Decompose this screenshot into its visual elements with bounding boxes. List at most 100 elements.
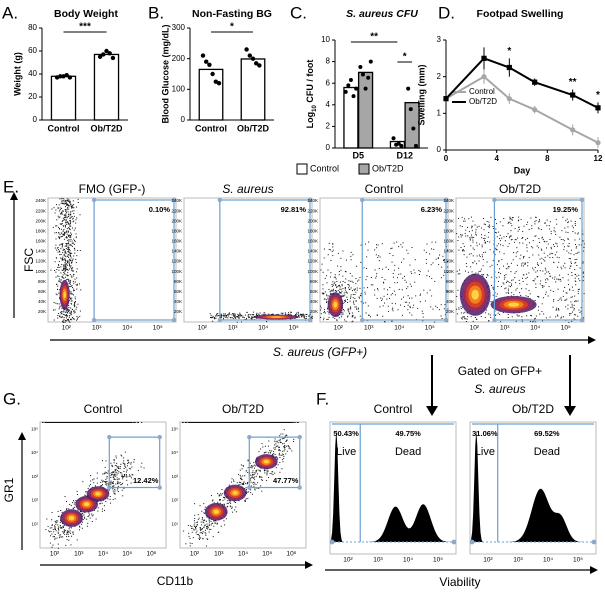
event-dot (279, 457, 280, 458)
y-tick-label: 10³ (31, 474, 38, 479)
event-dot (508, 292, 509, 293)
event-dot (288, 312, 289, 313)
event-dot (250, 318, 251, 319)
event-dot (557, 267, 558, 268)
event-dot (68, 254, 69, 255)
event-dot (129, 422, 130, 423)
event-dot (302, 315, 303, 316)
event-dot (129, 474, 130, 475)
event-dot (284, 429, 285, 430)
event-dot (300, 314, 301, 315)
event-dot (334, 282, 335, 283)
event-dot (122, 476, 123, 477)
event-dot (473, 237, 474, 238)
event-dot (67, 247, 68, 248)
event-dot (62, 245, 63, 246)
event-dot (67, 265, 68, 266)
y-tick-label: 160K (307, 239, 318, 244)
event-dot (65, 496, 66, 497)
event-dot (493, 295, 494, 296)
y-axis-label: Blood Glucose (mg/dL) (160, 25, 170, 124)
event-dot (287, 440, 288, 441)
event-dot (70, 282, 71, 283)
event-dot (490, 317, 491, 318)
event-dot (517, 265, 518, 266)
event-dot (425, 300, 426, 301)
event-dot (68, 223, 69, 224)
event-dot (137, 422, 138, 423)
event-dot (76, 262, 77, 263)
event-dot (130, 476, 131, 477)
event-dot (508, 233, 509, 234)
event-dot (384, 288, 385, 289)
event-dot (338, 253, 339, 254)
event-dot (360, 295, 361, 296)
event-dot (311, 316, 312, 317)
event-dot (432, 262, 433, 263)
event-dot (66, 204, 67, 205)
event-dot (410, 307, 411, 308)
event-dot (284, 443, 285, 444)
event-dot (62, 276, 63, 277)
event-dot (342, 250, 343, 251)
event-dot (378, 245, 379, 246)
event-dot (60, 234, 61, 235)
event-dot (553, 301, 554, 302)
event-dot (349, 289, 350, 290)
event-dot (293, 422, 294, 423)
event-dot (68, 247, 69, 248)
event-dot (463, 249, 464, 250)
event-dot (409, 302, 410, 303)
event-dot (522, 278, 523, 279)
event-dot (298, 312, 299, 313)
event-dot (114, 475, 115, 476)
event-dot (115, 465, 116, 466)
event-dot (290, 448, 291, 449)
event-dot (354, 318, 355, 319)
event-dot (81, 422, 82, 423)
event-dot (110, 422, 111, 423)
event-dot (280, 422, 281, 423)
event-dot (204, 520, 205, 521)
event-dot (222, 493, 223, 494)
event-dot (58, 216, 59, 217)
data-point (68, 75, 72, 79)
event-dot (298, 315, 299, 316)
event-dot (79, 527, 80, 528)
event-dot (339, 271, 340, 272)
event-dot (65, 545, 66, 546)
event-dot (457, 313, 458, 314)
event-dot (464, 254, 465, 255)
event-dot (397, 277, 398, 278)
event-dot (66, 309, 67, 310)
event-dot (378, 289, 379, 290)
event-dot (500, 235, 501, 236)
event-dot (238, 422, 239, 423)
y-axis-label: Swelling (mm) (416, 64, 426, 125)
event-dot (130, 468, 131, 469)
event-dot (521, 265, 522, 266)
event-dot (574, 301, 575, 302)
event-dot (63, 322, 64, 323)
event-dot (447, 266, 448, 267)
panel-letter: A. (2, 3, 18, 22)
event-dot (556, 310, 557, 311)
panel-letter: E. (3, 177, 19, 196)
event-dot (121, 484, 122, 485)
event-dot (395, 303, 396, 304)
event-dot (578, 289, 579, 290)
event-dot (483, 238, 484, 239)
event-dot (71, 285, 72, 286)
event-dot (504, 277, 505, 278)
event-dot (60, 522, 61, 523)
event-dot (120, 466, 121, 467)
event-dot (572, 231, 573, 232)
event-dot (423, 290, 424, 291)
event-dot (574, 305, 575, 306)
event-dot (82, 481, 83, 482)
event-dot (441, 304, 442, 305)
event-dot (357, 288, 358, 289)
event-dot (550, 290, 551, 291)
event-dot (541, 258, 542, 259)
event-dot (476, 229, 477, 230)
